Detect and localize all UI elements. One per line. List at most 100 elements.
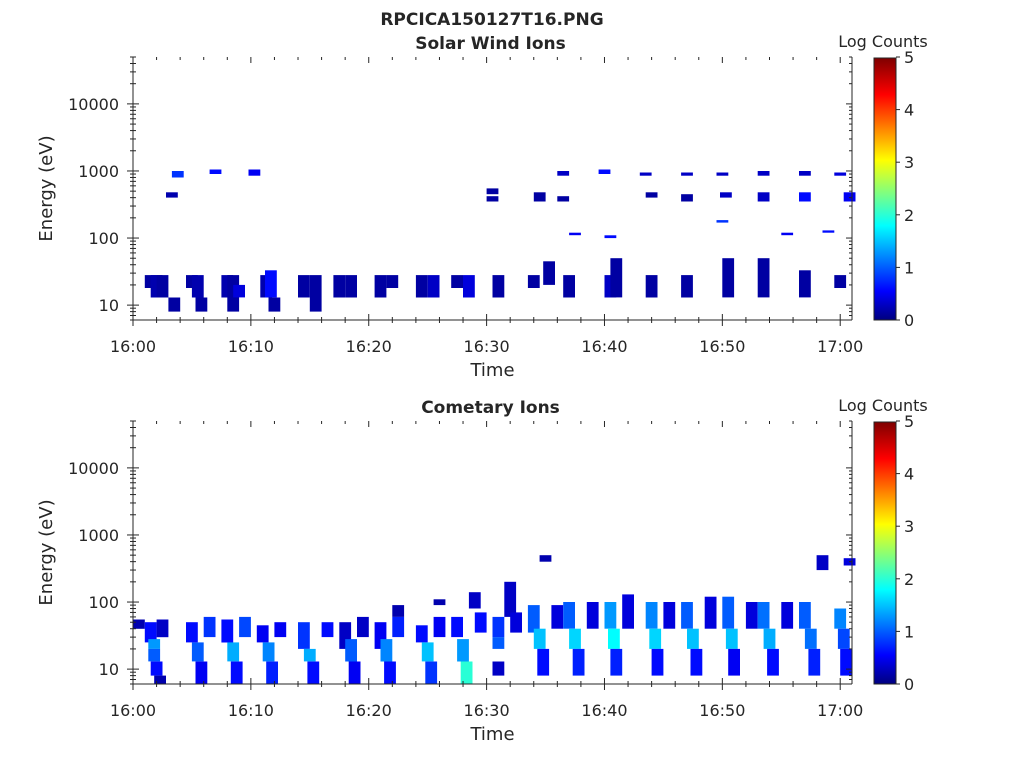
y-tick-label: 10000 bbox=[68, 459, 119, 478]
colorbar-tick-label: 1 bbox=[904, 622, 914, 641]
heatmap-cell bbox=[166, 192, 178, 198]
heatmap-cell bbox=[392, 616, 405, 638]
heatmap-cell bbox=[230, 661, 243, 684]
heatmap-cell bbox=[492, 616, 505, 638]
heatmap-cell bbox=[415, 275, 428, 298]
heatmap-cell bbox=[816, 555, 829, 571]
y-tick-label: 1000 bbox=[78, 162, 119, 181]
x-tick-label: 16:00 bbox=[110, 701, 156, 720]
heatmap-cell bbox=[171, 171, 184, 178]
heatmap-cell bbox=[374, 275, 387, 298]
heatmap-cell bbox=[156, 275, 169, 298]
x-axis-label: Time bbox=[469, 724, 514, 745]
heatmap-cell bbox=[298, 275, 310, 298]
heatmap-cell bbox=[227, 642, 240, 662]
x-tick-label: 16:50 bbox=[699, 701, 745, 720]
heatmap-cell bbox=[639, 172, 652, 176]
heatmap-cell bbox=[572, 648, 585, 676]
heatmap-cell bbox=[767, 648, 779, 676]
heatmap-cell bbox=[433, 599, 446, 606]
heatmap-cell bbox=[203, 616, 216, 638]
heatmap-cell bbox=[357, 616, 369, 638]
heatmap-cell bbox=[651, 648, 664, 676]
heatmap-cell bbox=[486, 188, 499, 195]
heatmap-cell bbox=[221, 619, 234, 643]
heatmap-cell bbox=[533, 628, 546, 649]
heatmap-cell bbox=[681, 602, 693, 629]
x-tick-label: 16:20 bbox=[346, 337, 392, 356]
heatmap-cell bbox=[720, 192, 732, 198]
heatmap-cell bbox=[757, 192, 770, 202]
heatmap-cell bbox=[268, 297, 281, 312]
colorbar-tick-label: 3 bbox=[904, 517, 914, 536]
heatmap-cell bbox=[649, 628, 662, 649]
heatmap-cell bbox=[537, 648, 550, 676]
heatmap-cell bbox=[527, 275, 540, 288]
heatmap-cell bbox=[415, 625, 428, 643]
heatmap-cell bbox=[551, 605, 564, 629]
y-tick-label: 10000 bbox=[68, 95, 119, 114]
heatmap-cell bbox=[468, 592, 481, 609]
heatmap-cell bbox=[539, 555, 552, 562]
heatmap-cell bbox=[451, 275, 463, 288]
colorbar-label: Log Counts bbox=[838, 396, 928, 415]
heatmap-cell bbox=[722, 258, 735, 298]
heatmap-cell bbox=[474, 612, 487, 633]
colorbar bbox=[873, 57, 897, 321]
colorbar-tick-label: 0 bbox=[904, 675, 914, 694]
heatmap-cell bbox=[804, 628, 817, 649]
heatmap-cell bbox=[604, 602, 617, 629]
heatmap-cell bbox=[221, 275, 234, 298]
y-tick-label: 100 bbox=[88, 593, 119, 612]
x-axis-label: Time bbox=[469, 360, 514, 381]
heatmap-cell bbox=[504, 581, 517, 617]
heatmap-cell bbox=[822, 230, 835, 233]
heatmap-cell bbox=[191, 275, 204, 298]
heatmap-cell bbox=[722, 596, 735, 629]
heatmap-cell bbox=[690, 648, 703, 676]
heatmap-cell bbox=[233, 284, 245, 298]
heatmap-cell bbox=[716, 172, 729, 176]
heatmap-cell bbox=[681, 275, 693, 298]
x-tick-label: 16:40 bbox=[581, 337, 627, 356]
y-axis-label: Energy (eV) bbox=[36, 135, 57, 241]
heatmap-cell bbox=[460, 661, 473, 684]
heatmap-cell bbox=[150, 661, 163, 676]
heatmap-cell bbox=[154, 675, 166, 684]
heatmap-cell bbox=[610, 648, 623, 676]
heatmap-cell bbox=[808, 648, 821, 676]
heatmap-cell bbox=[843, 192, 856, 202]
heatmap-cell bbox=[557, 171, 570, 176]
heatmap-cell bbox=[622, 594, 634, 629]
heatmap-cell bbox=[716, 220, 729, 223]
heatmap-cell bbox=[745, 602, 758, 629]
y-axis-label: Energy (eV) bbox=[36, 499, 57, 605]
heatmap-cell bbox=[725, 628, 738, 649]
heatmap-cell bbox=[433, 616, 446, 638]
heatmap-cell bbox=[757, 171, 770, 176]
heatmap-cell bbox=[557, 196, 570, 202]
heatmap-cell bbox=[757, 602, 770, 629]
heatmap-cell bbox=[386, 275, 399, 288]
x-tick-label: 16:30 bbox=[464, 701, 510, 720]
panel-title: Solar Wind Ions bbox=[415, 34, 566, 54]
heatmap-cell bbox=[586, 602, 599, 629]
heatmap-cell bbox=[569, 232, 581, 236]
heatmap-cell bbox=[345, 639, 357, 662]
colorbar-tick-label: 5 bbox=[904, 412, 914, 431]
heatmap-cell bbox=[303, 648, 316, 662]
colorbar-tick-label: 2 bbox=[904, 570, 914, 589]
heatmap-cell bbox=[262, 642, 275, 662]
heatmap-cell bbox=[451, 616, 463, 638]
heatmap-cell bbox=[728, 648, 740, 676]
heatmap-cell bbox=[781, 602, 794, 629]
heatmap-cell bbox=[681, 172, 693, 176]
x-tick-label: 16:00 bbox=[110, 337, 156, 356]
x-tick-label: 16:20 bbox=[346, 701, 392, 720]
y-tick-label: 1000 bbox=[78, 526, 119, 545]
colorbar-tick-label: 5 bbox=[904, 48, 914, 67]
colorbar bbox=[873, 421, 897, 685]
heatmap-cell bbox=[380, 639, 393, 662]
heatmap-cell bbox=[392, 605, 405, 617]
